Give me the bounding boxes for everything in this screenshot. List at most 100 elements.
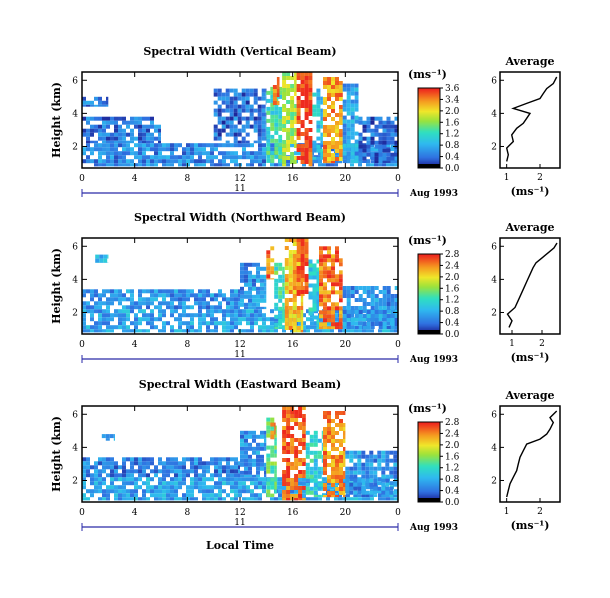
heatmap-cell bbox=[146, 457, 150, 462]
heatmap-cell bbox=[296, 136, 301, 140]
heatmap-cell bbox=[282, 310, 285, 315]
heatmap-cell bbox=[361, 490, 366, 495]
heatmap-cell bbox=[142, 465, 146, 470]
heatmap-cell bbox=[386, 290, 391, 294]
heatmap-cell bbox=[240, 470, 244, 475]
heatmap-cell bbox=[316, 104, 321, 109]
heatmap-cell bbox=[319, 266, 323, 271]
heatmap-cell bbox=[190, 317, 194, 322]
heatmap-cell bbox=[126, 120, 130, 125]
heatmap-cell bbox=[339, 105, 343, 109]
heatmap-cell bbox=[349, 450, 354, 455]
heatmap-cell bbox=[262, 317, 266, 322]
heatmap-cell bbox=[106, 489, 110, 494]
colorbar-tick-label: 2.4 bbox=[445, 429, 460, 439]
heatmap-cell bbox=[274, 114, 279, 119]
heatmap-cell bbox=[266, 258, 271, 263]
heatmap-cell bbox=[86, 497, 90, 501]
heatmap-cell bbox=[292, 238, 297, 242]
heatmap-cell bbox=[294, 151, 298, 156]
heatmap-cell bbox=[316, 100, 321, 105]
heatmap-cell bbox=[214, 305, 218, 310]
heatmap-cell bbox=[382, 148, 387, 153]
heatmap-cell bbox=[234, 289, 238, 294]
heatmap-cell bbox=[82, 321, 86, 326]
heatmap-cell bbox=[394, 132, 398, 137]
heatmap-cell bbox=[114, 147, 118, 152]
heatmap-cell bbox=[378, 314, 383, 318]
heatmap-cell bbox=[270, 434, 275, 439]
colorbar-swatch bbox=[418, 138, 440, 141]
heatmap-cell bbox=[186, 143, 190, 148]
heatmap-cell bbox=[286, 156, 291, 160]
heatmap-cell bbox=[323, 435, 327, 439]
heatmap-cell bbox=[323, 294, 327, 299]
heatmap-cell bbox=[327, 411, 331, 415]
heatmap-cell bbox=[339, 310, 343, 315]
heatmap-cell bbox=[317, 494, 322, 497]
heatmap-cell bbox=[339, 294, 343, 299]
heatmap-cell bbox=[284, 238, 289, 242]
heatmap-cell bbox=[294, 466, 299, 470]
heatmap-cell bbox=[342, 139, 347, 144]
heatmap-cell bbox=[327, 479, 331, 483]
heatmap-cell bbox=[298, 458, 303, 462]
heatmap-cell bbox=[354, 103, 359, 108]
colorbar-swatch bbox=[418, 284, 440, 287]
heatmap-cell bbox=[198, 485, 202, 490]
heatmap-cell bbox=[304, 258, 309, 262]
heatmap-cell bbox=[198, 309, 202, 314]
heatmap-cell bbox=[266, 134, 271, 139]
heatmap-cell bbox=[237, 92, 242, 97]
colorbar-swatch bbox=[418, 96, 440, 99]
heatmap-cell bbox=[282, 434, 287, 438]
heatmap-cell bbox=[342, 294, 347, 298]
heatmap-cell bbox=[339, 483, 343, 487]
heatmap-cell bbox=[362, 317, 366, 322]
heatmap-cell bbox=[296, 254, 301, 258]
heatmap-cell bbox=[302, 406, 306, 410]
x-tick-label: 16 bbox=[287, 174, 299, 184]
heatmap-cell bbox=[146, 465, 150, 470]
heatmap-cell bbox=[174, 289, 178, 294]
heatmap-cell bbox=[198, 305, 202, 310]
heatmap-cell bbox=[86, 489, 90, 494]
y-tick-label: 4 bbox=[72, 443, 78, 453]
heatmap-cell bbox=[294, 494, 299, 498]
heatmap-cell bbox=[245, 88, 250, 93]
heatmap-cell bbox=[258, 329, 262, 333]
colorbar-swatch bbox=[418, 292, 440, 295]
heatmap-cell bbox=[353, 474, 358, 479]
heatmap-cell bbox=[230, 293, 234, 298]
heatmap-cell bbox=[386, 298, 391, 302]
heatmap-cell bbox=[256, 274, 260, 279]
heatmap-cell bbox=[278, 306, 283, 311]
heatmap-cell bbox=[393, 490, 398, 495]
heatmap-cell bbox=[302, 446, 306, 450]
heatmap-cell bbox=[286, 132, 291, 136]
heatmap-cell bbox=[286, 92, 291, 96]
heatmap-cell bbox=[146, 477, 150, 482]
heatmap-cell bbox=[310, 317, 314, 322]
heatmap-cell bbox=[370, 128, 375, 133]
heatmap-cell bbox=[182, 469, 186, 474]
heatmap-cell bbox=[361, 450, 366, 455]
heatmap-cell bbox=[286, 116, 291, 120]
colorbar-swatch bbox=[418, 294, 440, 297]
heatmap-cell bbox=[230, 473, 234, 478]
heatmap-cell bbox=[350, 497, 354, 501]
heatmap-cell bbox=[335, 278, 339, 283]
heatmap-cell bbox=[122, 489, 126, 494]
heatmap-cell bbox=[138, 155, 142, 160]
heatmap-cell bbox=[90, 477, 94, 482]
heatmap-cell bbox=[330, 329, 334, 333]
heatmap-cell bbox=[244, 470, 248, 475]
heatmap-cell bbox=[350, 286, 355, 290]
heatmap-cell bbox=[354, 147, 359, 152]
heatmap-cell bbox=[82, 301, 86, 306]
heatmap-cell bbox=[290, 124, 295, 128]
heatmap-cell bbox=[346, 286, 351, 290]
heatmap-cell bbox=[382, 290, 387, 294]
heatmap-cell bbox=[318, 163, 322, 167]
